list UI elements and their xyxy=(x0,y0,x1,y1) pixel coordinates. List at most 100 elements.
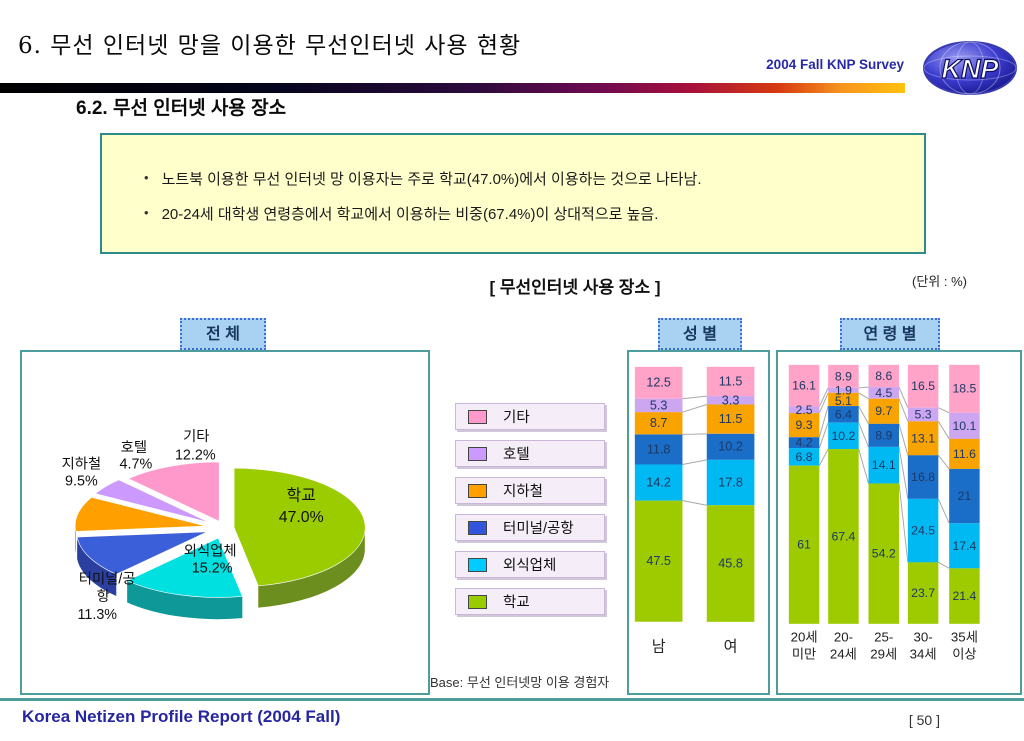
pie-label: 15.2% xyxy=(192,560,233,576)
pie-slice-side xyxy=(75,526,76,554)
bar-segment xyxy=(868,364,899,388)
bar-segment xyxy=(907,455,939,499)
bar-value-label: 1.9 xyxy=(835,383,852,397)
legend-item: 지하철 xyxy=(455,477,605,504)
bar-value-label: 8.9 xyxy=(875,428,892,442)
bar-axis-label: 34세 xyxy=(910,646,937,661)
bar-segment xyxy=(949,468,980,524)
bar-segment xyxy=(634,366,683,399)
bar-segment xyxy=(868,423,899,447)
bar-value-label: 18.5 xyxy=(952,382,976,396)
connector-line xyxy=(682,433,707,435)
bar-segment xyxy=(634,434,683,465)
bar-segment xyxy=(788,465,820,624)
bar-value-label: 17.8 xyxy=(718,474,743,489)
bar-segment xyxy=(634,412,683,435)
connector-line xyxy=(898,423,909,456)
bar-segment xyxy=(907,498,939,563)
chart-legend: 기타 호텔 지하철 터미널/공항 외식업체 학교 xyxy=(455,403,605,625)
bar-value-label: 5.3 xyxy=(915,407,932,421)
connector-line xyxy=(682,459,707,465)
bar-axis-label: 29세 xyxy=(870,646,897,661)
knp-logo-text: KNP xyxy=(941,54,999,84)
legend-swatch-icon xyxy=(468,446,487,461)
connector-line xyxy=(682,500,707,506)
bar-value-label: 8.6 xyxy=(875,369,892,383)
pie-label: 항 xyxy=(97,588,110,605)
bar-axis-label: 25- xyxy=(874,630,893,645)
connector-line xyxy=(898,446,909,499)
group-header-age: 연 령 별 xyxy=(840,318,940,350)
bullet-icon: • xyxy=(144,205,149,220)
bar-segment xyxy=(788,413,820,438)
bar-segment xyxy=(828,422,859,450)
bar-segment xyxy=(706,505,755,622)
summary-bullet-text: 20-24세 대학생 연령층에서 학교에서 이용하는 비중(67.4%)이 상대… xyxy=(161,206,659,223)
connector-line xyxy=(818,405,829,438)
connector-line xyxy=(898,483,909,563)
bar-value-label: 47.5 xyxy=(646,553,671,568)
bar-value-label: 6.8 xyxy=(796,450,813,464)
bar-axis-label: 이상 xyxy=(952,646,976,661)
pie-slice xyxy=(126,537,243,598)
bar-value-label: 9.3 xyxy=(796,418,813,432)
footer-report-title: Korea Netizen Profile Report (2004 Fall) xyxy=(22,707,341,726)
legend-label: 지하철 xyxy=(503,484,544,500)
bar-segment xyxy=(868,446,899,484)
bar-value-label: 8.9 xyxy=(835,369,852,383)
legend-item: 호텔 xyxy=(455,440,605,467)
pie-slice xyxy=(76,531,208,575)
footer-divider xyxy=(0,698,1024,701)
bar-segment xyxy=(828,449,859,624)
pie-label: 9.5% xyxy=(65,473,98,489)
pie-slice xyxy=(233,467,366,587)
legend-item: 학교 xyxy=(455,588,605,615)
bar-value-label: 61 xyxy=(797,538,811,552)
connector-line xyxy=(858,386,869,389)
bar-segment xyxy=(868,398,899,424)
bar-axis-label: 35세 xyxy=(951,630,978,645)
bullet-icon: • xyxy=(144,170,149,185)
gender-stacked-bar-chart: 12.5 5.3 8.7 11.8 14.2 47.5 남 11.5 3.3 11.5 10.2 17… xyxy=(634,366,755,656)
bar-value-label: 9.7 xyxy=(875,404,892,418)
bar-value-label: 10.2 xyxy=(718,439,743,454)
connector-line xyxy=(938,561,950,569)
connector-line xyxy=(818,387,829,407)
bar-segment xyxy=(949,412,980,439)
connector-line xyxy=(938,407,950,414)
connector-line xyxy=(682,404,707,413)
chart-title: [ 무선인터넷 사용 장소 ] xyxy=(489,278,661,297)
pie-label: 터미널/공 xyxy=(79,570,136,587)
page-number: [ 50 ] xyxy=(908,712,940,728)
bar-value-label: 4.2 xyxy=(796,436,813,450)
connector-line xyxy=(858,405,869,425)
bar-axis-label: 여 xyxy=(724,638,738,655)
bar-segment xyxy=(868,387,899,399)
bar-segment xyxy=(907,421,939,456)
bar-value-label: 4.5 xyxy=(875,386,892,400)
bar-segment xyxy=(949,364,980,413)
summary-bullet: • 노트북 이용한 무선 인터넷 망 이용자는 주로 학교(47.0%)에서 이… xyxy=(144,168,702,189)
summary-bullet-text: 노트북 이용한 무선 인터넷 망 이용자는 주로 학교(47.0%)에서 이용하… xyxy=(161,171,702,188)
knp-logo: KNP xyxy=(922,40,1018,96)
pie-label: 지하철 xyxy=(62,456,102,473)
pie-chart-panel: 학교 47.0% 외식업체 15.2% 터미널/공 항 11.3% 지하철 9.5% 호텔 4.7%… xyxy=(20,350,430,695)
bar-value-label: 11.8 xyxy=(647,441,671,456)
bar-value-label: 45.8 xyxy=(718,555,743,570)
bar-value-label: 16.1 xyxy=(792,379,816,393)
bar-value-label: 11.5 xyxy=(719,373,743,388)
title-divider-bar xyxy=(0,83,905,93)
legend-swatch-icon xyxy=(468,594,487,609)
group-header-gender: 성 별 xyxy=(658,318,742,350)
summary-bullet: • 20-24세 대학생 연령층에서 학교에서 이용하는 비중(67.4%)이 … xyxy=(144,203,658,224)
bar-axis-label: 20- xyxy=(834,630,853,645)
bar-segment xyxy=(706,366,755,397)
bar-segment xyxy=(634,398,683,413)
connector-line xyxy=(858,392,869,400)
bar-segment xyxy=(828,387,859,393)
knp-logo-icon: KNP xyxy=(923,41,1017,95)
bar-value-label: 10.2 xyxy=(831,429,855,443)
base-note: Base: 무선 인터넷망 이용 경험자 xyxy=(430,675,610,690)
bar-segment xyxy=(788,406,820,414)
